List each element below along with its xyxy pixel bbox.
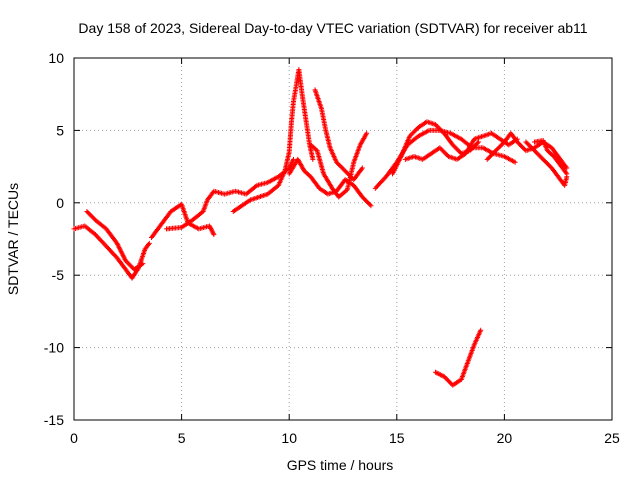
y-tick-label: 10 bbox=[48, 50, 64, 66]
plot-frame bbox=[73, 57, 613, 421]
chart-title: Day 158 of 2023, Sidereal Day-to-day VTE… bbox=[78, 20, 587, 36]
data-point-marker bbox=[475, 140, 480, 146]
data-point-marker bbox=[291, 156, 297, 162]
x-tick-label: 0 bbox=[70, 430, 78, 446]
data-point-marker bbox=[368, 203, 374, 209]
data-point-marker bbox=[140, 261, 146, 267]
x-tick-label: 5 bbox=[178, 430, 186, 446]
y-tick-label: -15 bbox=[44, 412, 64, 428]
x-tick-label: 25 bbox=[604, 430, 620, 446]
y-axis-label: SDTVAR / TECUs bbox=[5, 183, 21, 295]
y-tick-label: 0 bbox=[56, 195, 64, 211]
data-point-marker bbox=[512, 159, 518, 165]
data-point-marker bbox=[444, 152, 450, 158]
x-tick-label: 20 bbox=[497, 430, 513, 446]
x-tick-label: 10 bbox=[281, 430, 297, 446]
data-point-marker bbox=[478, 327, 484, 333]
x-tick-label: 15 bbox=[389, 430, 405, 446]
data-point-marker bbox=[211, 232, 217, 238]
data-point-marker bbox=[564, 165, 570, 171]
y-tick-label: -10 bbox=[44, 340, 64, 356]
y-tick-label: 5 bbox=[56, 122, 64, 138]
data-point-marker bbox=[364, 130, 370, 136]
data-point-marker bbox=[359, 166, 365, 172]
data-points bbox=[71, 67, 570, 388]
data-point-marker bbox=[145, 242, 151, 248]
data-point-marker bbox=[146, 240, 152, 246]
data-point-marker bbox=[359, 165, 365, 171]
data-point-marker bbox=[367, 202, 373, 208]
x-axis-label: GPS time / hours bbox=[287, 457, 394, 473]
data-point-marker bbox=[564, 171, 570, 177]
data-point-marker bbox=[476, 139, 482, 145]
data-point-marker bbox=[310, 156, 316, 162]
axis-ticks: 0 5 10 15 20 25 -15 -10 -5 0 5 10 bbox=[44, 50, 620, 446]
grid-lines bbox=[74, 58, 612, 420]
y-tick-label: -5 bbox=[52, 267, 65, 283]
